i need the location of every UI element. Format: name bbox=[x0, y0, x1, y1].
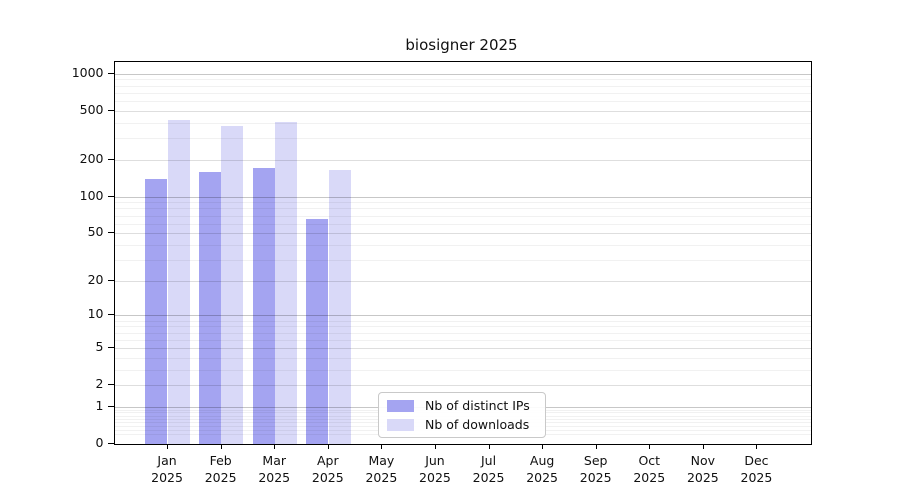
x-tick-mark bbox=[381, 444, 383, 449]
bar-nb-of-downloads-mar bbox=[274, 122, 297, 444]
gridline-minor bbox=[114, 215, 811, 217]
x-tick-mark bbox=[220, 444, 222, 449]
y-axis-tick-label: 100 bbox=[79, 187, 104, 203]
gridline-minor bbox=[114, 101, 811, 103]
x-axis-tick-label: Jun 2025 bbox=[419, 453, 451, 485]
gridline-minor bbox=[114, 79, 811, 81]
bar-nb-of-downloads-jan bbox=[167, 120, 190, 444]
y-axis-tick-label: 200 bbox=[79, 150, 104, 166]
bar-nb-of-distinct-ips-jan bbox=[145, 178, 168, 444]
legend-label-distinct-ips: Nb of distinct IPs bbox=[425, 398, 530, 413]
y-tick-mark bbox=[107, 314, 114, 316]
gridline-2 bbox=[114, 385, 811, 387]
y-axis-tick-label: 0 bbox=[95, 435, 104, 450]
y-axis-tick-label: 500 bbox=[79, 101, 104, 117]
x-tick-mark bbox=[488, 444, 490, 449]
gridline-minor bbox=[114, 223, 811, 225]
x-axis-tick-label: Feb 2025 bbox=[204, 453, 237, 485]
legend: Nb of distinct IPs Nb of downloads bbox=[378, 392, 546, 438]
gridline-minor bbox=[114, 326, 811, 328]
gridline-50 bbox=[114, 233, 811, 235]
x-tick-mark bbox=[434, 444, 436, 449]
bar-nb-of-distinct-ips-mar bbox=[252, 167, 275, 444]
gridline-5 bbox=[114, 347, 811, 349]
x-tick-mark bbox=[756, 444, 758, 449]
gridline-100 bbox=[114, 196, 811, 198]
y-axis-tick-label: 1000 bbox=[71, 64, 104, 80]
x-axis-tick-label: Sep 2025 bbox=[579, 453, 612, 485]
y-tick-mark bbox=[107, 405, 114, 407]
legend-row-downloads: Nb of downloads bbox=[387, 417, 537, 432]
x-tick-mark bbox=[649, 444, 651, 449]
gridline-minor bbox=[114, 122, 811, 124]
x-tick-mark bbox=[274, 444, 276, 449]
chart-title: biosigner 2025 bbox=[405, 36, 518, 54]
y-tick-mark bbox=[107, 346, 114, 348]
gridline-minor bbox=[114, 339, 811, 341]
gridline-10 bbox=[114, 315, 811, 317]
gridline-minor bbox=[114, 138, 811, 140]
x-tick-mark bbox=[595, 444, 597, 449]
gridline-minor bbox=[114, 320, 811, 322]
y-tick-mark bbox=[107, 195, 114, 197]
x-axis-tick-label: Nov 2025 bbox=[686, 453, 719, 485]
y-tick-mark bbox=[107, 72, 114, 74]
y-axis-tick-label: 10 bbox=[87, 306, 104, 322]
y-axis-tick-label: 2 bbox=[95, 376, 104, 392]
bar-nb-of-distinct-ips-feb bbox=[199, 171, 222, 444]
y-axis-tick-label: 1 bbox=[95, 397, 104, 413]
x-axis-tick-label: Oct 2025 bbox=[633, 453, 666, 485]
x-tick-mark bbox=[167, 444, 169, 449]
x-axis-tick-label: May 2025 bbox=[365, 453, 398, 485]
gridline-minor bbox=[114, 244, 811, 246]
x-tick-mark bbox=[702, 444, 704, 449]
legend-swatch-downloads bbox=[387, 418, 414, 431]
y-tick-mark bbox=[107, 158, 114, 160]
x-tick-mark bbox=[542, 444, 544, 449]
y-tick-mark bbox=[107, 279, 114, 281]
gridline-minor bbox=[114, 332, 811, 334]
y-axis-tick-label: 20 bbox=[87, 271, 104, 287]
x-axis-tick-label: Aug 2025 bbox=[526, 453, 559, 485]
gridline-minor bbox=[114, 357, 811, 359]
bar-nb-of-downloads-apr bbox=[328, 170, 351, 444]
y-tick-mark bbox=[107, 109, 114, 111]
y-axis-tick-label: 5 bbox=[95, 338, 104, 354]
gridline-minor bbox=[114, 259, 811, 261]
gridline-500 bbox=[114, 110, 811, 112]
y-axis-tick-label: 50 bbox=[87, 224, 104, 240]
y-tick-mark bbox=[107, 384, 114, 386]
x-axis-tick-label: Apr 2025 bbox=[311, 453, 344, 485]
gridline-minor bbox=[114, 208, 811, 210]
gridline-minor bbox=[114, 202, 811, 204]
legend-swatch-distinct-ips bbox=[387, 399, 414, 412]
bar-nb-of-distinct-ips-apr bbox=[306, 218, 329, 444]
x-axis-tick-label: Dec 2025 bbox=[740, 453, 773, 485]
y-tick-mark bbox=[107, 232, 114, 234]
y-tick-mark bbox=[107, 443, 114, 444]
gridline-minor bbox=[114, 92, 811, 94]
plot-area bbox=[113, 61, 812, 445]
x-axis-tick-label: Mar 2025 bbox=[258, 453, 291, 485]
gridline-1000 bbox=[114, 73, 811, 75]
legend-row-distinct-ips: Nb of distinct IPs bbox=[387, 398, 537, 413]
x-axis-tick-label: Jul 2025 bbox=[472, 453, 505, 485]
x-axis-tick-label: Jan 2025 bbox=[151, 453, 183, 485]
gridline-minor bbox=[114, 369, 811, 371]
legend-label-downloads: Nb of downloads bbox=[425, 417, 530, 432]
gridline-20 bbox=[114, 280, 811, 282]
gridline-200 bbox=[114, 159, 811, 161]
bar-nb-of-downloads-feb bbox=[221, 125, 244, 444]
x-tick-mark bbox=[327, 444, 329, 449]
gridline-minor bbox=[114, 85, 811, 87]
